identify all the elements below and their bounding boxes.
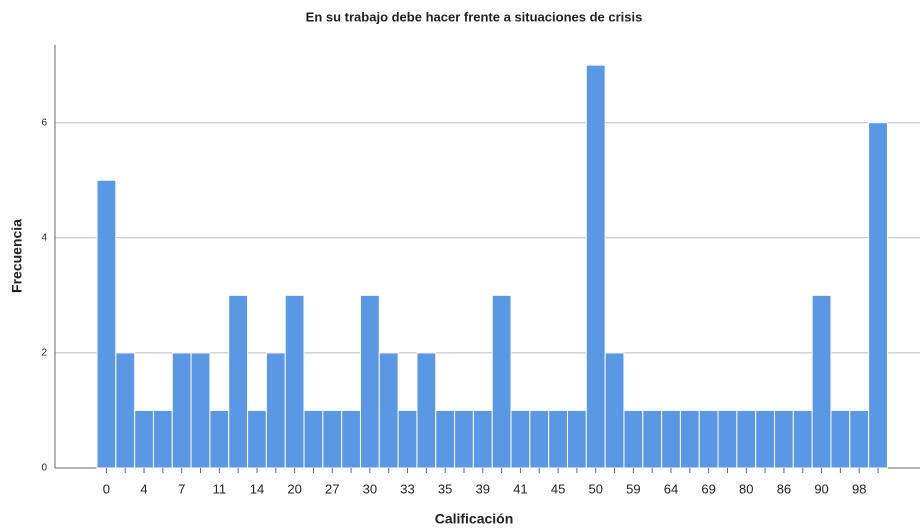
bar [510, 409, 531, 469]
bar [454, 409, 474, 469]
bar [830, 409, 851, 469]
x-axis-title: Calificación [435, 511, 514, 527]
bar [359, 294, 380, 469]
x-tick-label: 33 [400, 481, 414, 496]
bar [679, 409, 700, 469]
bar [378, 352, 399, 469]
x-tick-label: 35 [438, 481, 452, 496]
bar [491, 294, 512, 469]
bar [604, 352, 625, 469]
x-tick-label: 27 [325, 481, 339, 496]
bar [642, 409, 663, 469]
bar [435, 409, 456, 469]
bar [661, 409, 681, 469]
bar [284, 294, 305, 469]
bar [341, 409, 361, 469]
bar [585, 64, 606, 469]
x-tick-label: 14 [250, 481, 264, 496]
x-tick-label: 98 [852, 481, 866, 496]
x-tick-label: 90 [814, 481, 828, 496]
y-tick-label: 6 [41, 117, 47, 128]
x-tick-label: 59 [626, 481, 640, 496]
bar [792, 409, 813, 469]
x-tick-label: 4 [140, 481, 147, 496]
bar [152, 409, 173, 469]
x-tick-label: 39 [476, 481, 490, 496]
bar [96, 179, 117, 469]
bar [472, 409, 493, 469]
x-tick-label: 7 [178, 481, 185, 496]
bar [190, 352, 211, 469]
x-tick-label: 11 [213, 481, 227, 496]
bar [416, 352, 437, 469]
y-axis-title: Frecuencia [9, 219, 25, 293]
bar [303, 409, 324, 469]
x-tick-label: 30 [363, 481, 377, 496]
bar [397, 409, 418, 469]
bar [247, 409, 267, 469]
x-tick-label: 20 [287, 481, 301, 496]
x-tick-label: 86 [777, 481, 791, 496]
bar [868, 122, 888, 469]
bar [717, 409, 738, 469]
bar [698, 409, 719, 469]
bar [322, 409, 343, 469]
x-tick-label: 64 [664, 481, 678, 496]
bar [755, 409, 776, 469]
bar [265, 352, 286, 469]
bar [115, 352, 136, 469]
x-tick-label: 41 [513, 481, 527, 496]
y-tick-label: 4 [41, 232, 47, 243]
bar [134, 409, 154, 469]
bar [209, 409, 230, 469]
bar [736, 409, 757, 469]
bar [228, 294, 249, 469]
bar [774, 409, 794, 469]
x-tick-label: 50 [588, 481, 602, 496]
y-tick-label: 2 [41, 348, 47, 359]
x-tick-label: 0 [103, 481, 110, 496]
bar [548, 409, 568, 469]
x-tick-label: 45 [551, 481, 565, 496]
bar [811, 294, 832, 469]
bar [529, 409, 550, 469]
bar [567, 409, 587, 469]
bar [849, 409, 870, 469]
x-tick-label: 69 [701, 481, 715, 496]
y-tick-label: 0 [41, 463, 47, 474]
bar [623, 409, 644, 469]
x-tick-label: 80 [739, 481, 753, 496]
bar [171, 352, 192, 469]
chart-title: En su trabajo debe hacer frente a situac… [306, 9, 643, 24]
